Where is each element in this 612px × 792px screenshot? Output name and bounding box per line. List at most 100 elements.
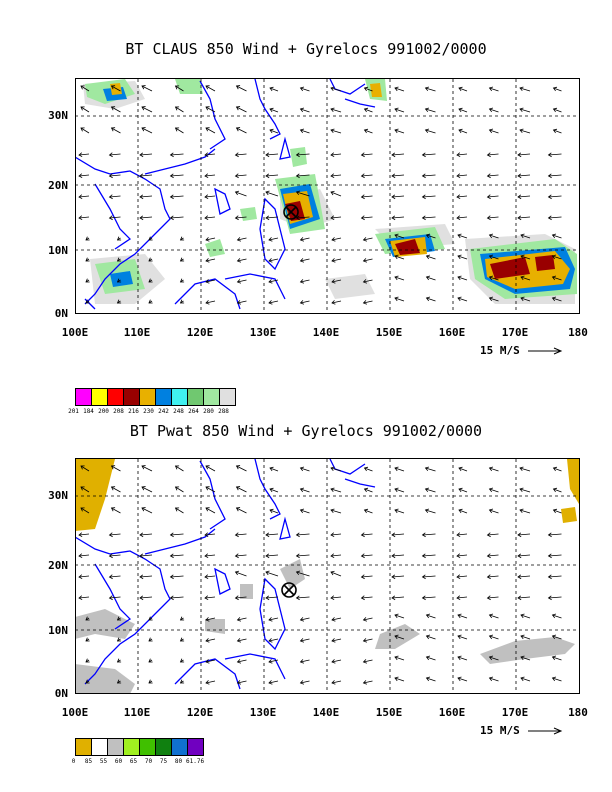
legend-label: 85 bbox=[84, 758, 93, 765]
wind-vector-head bbox=[456, 532, 461, 538]
xtick-120e: 120E bbox=[186, 326, 214, 339]
legend-label: 264 bbox=[188, 408, 199, 415]
wind-vector-head bbox=[421, 553, 426, 559]
wind-vector bbox=[364, 509, 373, 514]
wind-vector-head bbox=[299, 680, 305, 685]
top-map bbox=[75, 79, 579, 314]
wind-vector-head bbox=[110, 127, 116, 132]
wind-vector bbox=[236, 127, 247, 134]
wind-vector bbox=[300, 617, 310, 621]
wind-vector-head bbox=[330, 107, 335, 113]
wind-vector bbox=[363, 638, 373, 642]
wind-vector-head bbox=[265, 570, 270, 576]
wind-vector bbox=[296, 191, 310, 197]
wind-vector bbox=[330, 533, 342, 536]
wind-vector-head bbox=[174, 106, 180, 111]
wind-vector-head bbox=[205, 85, 210, 90]
wind-vector bbox=[361, 174, 373, 177]
wind-vector-head bbox=[179, 278, 185, 283]
wind-vector bbox=[489, 635, 499, 640]
wind-vector-head bbox=[204, 532, 209, 538]
top-legend-labels: 201 184 200 208 216 230 242 248 264 280 288 bbox=[66, 408, 231, 415]
wind-vector-head bbox=[179, 658, 185, 663]
wind-vector bbox=[364, 488, 373, 493]
wind-vector bbox=[139, 195, 153, 198]
wind-vector-head bbox=[519, 508, 524, 514]
wind-vector-head bbox=[488, 86, 494, 92]
bottom-map bbox=[75, 459, 579, 694]
wind-vector bbox=[331, 659, 342, 663]
wind-vector-head bbox=[421, 152, 426, 158]
wind-vector-head bbox=[148, 658, 153, 663]
wind-vector-head bbox=[141, 127, 146, 132]
wind-vector-head bbox=[488, 128, 494, 134]
wind-vector-head bbox=[80, 465, 85, 470]
wind-vector bbox=[391, 554, 405, 557]
wind-vector-head bbox=[551, 676, 557, 682]
wind-vector bbox=[205, 279, 216, 283]
legend-swatch bbox=[155, 738, 172, 756]
wind-vector-head bbox=[148, 236, 153, 241]
wind-vector-head bbox=[330, 190, 335, 196]
wind-vector-head bbox=[299, 107, 305, 113]
wind-vector-head bbox=[78, 574, 83, 580]
legend-label: 208 bbox=[113, 408, 124, 415]
wind-vector bbox=[363, 680, 373, 684]
wind-vector bbox=[391, 153, 405, 156]
wind-vector-head bbox=[551, 233, 557, 239]
wind-vector bbox=[519, 488, 531, 493]
wind-vector-head bbox=[421, 532, 426, 538]
wind-vector-head bbox=[235, 507, 241, 512]
wind-vector bbox=[205, 465, 216, 472]
wind-vector-head bbox=[425, 254, 431, 260]
wind-vector bbox=[394, 656, 405, 661]
legend-swatch bbox=[155, 388, 172, 406]
wind-vector-head bbox=[299, 279, 305, 284]
wind-vector bbox=[489, 276, 499, 281]
wind-vector bbox=[363, 300, 373, 304]
wind-vector bbox=[109, 575, 121, 578]
wind-vector bbox=[78, 533, 90, 536]
wind-vector-head bbox=[174, 465, 180, 470]
wind-vector-head bbox=[457, 655, 462, 661]
ytick-20n: 20N bbox=[48, 559, 68, 572]
wind-vector-head bbox=[116, 637, 122, 642]
wind-vector bbox=[300, 509, 310, 514]
wind-vector-head bbox=[80, 507, 85, 512]
wind-vector-head bbox=[116, 658, 122, 663]
wind-vector bbox=[170, 596, 184, 599]
wind-vector-head bbox=[330, 173, 335, 179]
xtick-100e: 100E bbox=[61, 706, 89, 719]
legend-swatch bbox=[75, 388, 92, 406]
wind-vector-head bbox=[391, 215, 396, 221]
wind-vector-head bbox=[80, 106, 85, 111]
wind-vector bbox=[422, 554, 436, 557]
wind-vector-head bbox=[547, 595, 552, 601]
wind-vector-head bbox=[424, 487, 430, 493]
wind-vector-head bbox=[205, 659, 210, 664]
wind-vector-head bbox=[425, 296, 431, 302]
wind-vector bbox=[458, 87, 468, 92]
wind-vector-head bbox=[519, 107, 524, 113]
wind-vector-head bbox=[265, 595, 270, 601]
coastlines bbox=[75, 459, 376, 690]
legend-swatch bbox=[91, 738, 108, 756]
wind-vector bbox=[394, 614, 405, 619]
wind-vector-head bbox=[236, 279, 242, 284]
wind-vector-head bbox=[331, 279, 336, 284]
xtick-130e: 130E bbox=[249, 706, 277, 719]
wind-vector bbox=[520, 614, 531, 619]
wind-vector-head bbox=[391, 595, 396, 601]
wind-vector bbox=[269, 467, 279, 472]
wind-vector-head bbox=[108, 215, 113, 221]
wind-vector-head bbox=[488, 634, 494, 640]
wind-vector-head bbox=[517, 532, 522, 538]
wind-vector-head bbox=[179, 637, 185, 642]
wind-vector-head bbox=[205, 127, 210, 132]
lat-lon-grid bbox=[75, 459, 579, 694]
wind-vector-head bbox=[110, 507, 116, 512]
wind-vector-head bbox=[204, 152, 209, 158]
wind-vector bbox=[237, 659, 247, 663]
wind-vector bbox=[269, 129, 279, 134]
wind-vector-head bbox=[424, 86, 430, 92]
